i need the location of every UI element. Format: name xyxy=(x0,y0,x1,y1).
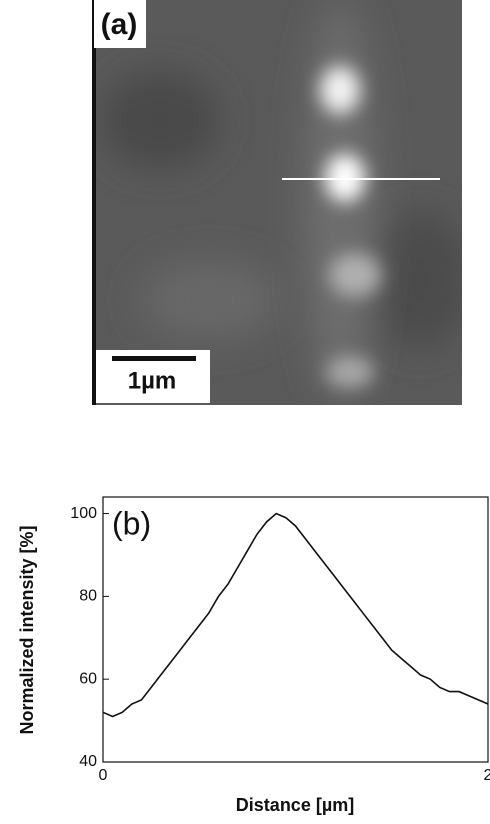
x-tick-label: 0 xyxy=(99,767,108,784)
y-tick-label: 100 xyxy=(70,505,97,522)
micrograph: (a) 1µm xyxy=(92,0,462,405)
panel-a-label: (a) xyxy=(101,8,138,41)
plot-frame xyxy=(102,496,489,763)
data-line xyxy=(102,512,489,718)
y-tick-label: 60 xyxy=(79,670,97,687)
panel-b-label: (b) xyxy=(112,505,151,541)
y-axis-label: Normalized intensity [%] xyxy=(17,525,37,734)
scale-bar-label: 1µm xyxy=(128,367,177,394)
y-tick-label: 40 xyxy=(79,753,97,770)
x-axis-label: Distance [µm] xyxy=(236,795,354,815)
y-tick-label: 80 xyxy=(79,588,97,605)
x-tick-label: 2 xyxy=(484,767,490,784)
